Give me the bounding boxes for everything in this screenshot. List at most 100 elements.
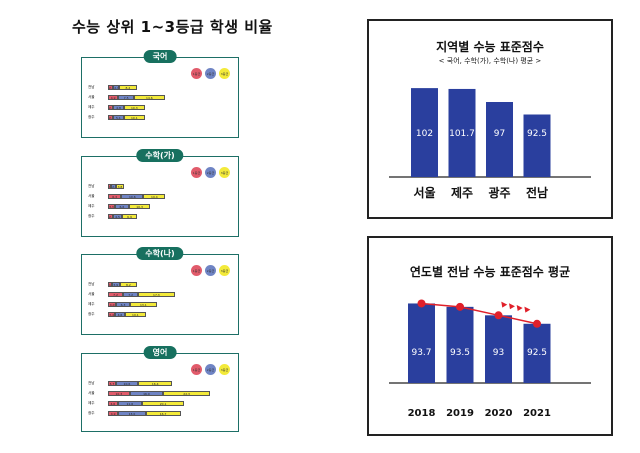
legend-item: 3등급 — [219, 265, 230, 276]
yearly-bar-plot: 93.7 2018 93.5 2019 93 2020 92.5 2021 — [389, 299, 591, 419]
stacked-bar: 2.34.56.9 — [108, 213, 137, 219]
stacked-bar: 4.9 13.0 16.7 — [108, 410, 181, 416]
bar-segment-grade3: 20.1 — [142, 400, 185, 406]
stacked-bar: 6.3 10.6 10.4 — [108, 193, 166, 199]
page-title: 수능 상위 1~3등급 학생 비율 — [72, 18, 273, 36]
bar-segment-grade2: 6.6 — [114, 203, 129, 209]
category-label: 제주 — [451, 186, 473, 200]
bar-segment-grade2: 10.6 — [121, 193, 144, 199]
grade-rows: 전남1.73.98.2서울7.27.217.3제주4.06.313.1광주3.4… — [88, 280, 232, 320]
bar-value-label: 97 — [494, 129, 505, 139]
chart-title: 연도별 전남 수능 표준점수 평균 — [409, 265, 571, 279]
region-row: 광주 2.34.56.9 — [88, 212, 232, 220]
region-row: 서울 4.9 7.5 14.6 — [88, 93, 232, 101]
bar-value-label: 92.5 — [527, 348, 547, 358]
bar-segment-grade3: 10.3 — [123, 104, 146, 110]
bar — [408, 303, 435, 383]
category-label: 2021 — [523, 408, 551, 419]
decline-arrow-icon — [501, 301, 508, 308]
chart-subtitle: < 국어, 수학(가), 수학(나) 평균 > — [438, 57, 542, 65]
legend-item: 2등급 — [205, 364, 216, 375]
bar-segment-grade3: 10.4 — [143, 193, 166, 199]
legend-item: 3등급 — [219, 364, 230, 375]
legend-item: 1등급 — [191, 68, 202, 79]
region-row: 서울 6.3 10.6 10.4 — [88, 192, 232, 200]
category-label: 2020 — [485, 408, 513, 419]
bar-segment-grade3: 10.3 — [128, 203, 151, 209]
decline-arrow-icon — [524, 306, 531, 313]
bar-segment-grade1: 4.0 — [108, 301, 117, 307]
bar-value-label: 93 — [493, 348, 504, 358]
bar-segment-grade3: 10.1 — [124, 311, 146, 317]
decline-arrow-icon — [516, 304, 523, 311]
bar-value-label: 102 — [416, 129, 433, 139]
bar-value-label: 92.5 — [527, 129, 547, 139]
legend-item: 1등급 — [191, 364, 202, 375]
region-row: 광주 3.4 4.6 10.1 — [88, 310, 232, 318]
subject-panel-math-ga: 수학(가)1등급2등급3등급전남1.52.33.8서울6.310.610.4제주… — [81, 149, 239, 237]
stacked-bar: 3.7 10.6 16.4 — [108, 380, 173, 386]
bar — [448, 88, 476, 177]
region-row: 제주 4.6 11.6 20.1 — [88, 399, 232, 407]
bar-segment-grade3: 8.2 — [119, 84, 137, 90]
region-row: 제주 3.3 6.6 10.3 — [88, 202, 232, 210]
bar-segment-grade2: 4.6 — [115, 311, 125, 317]
bar-segment-grade3: 13.1 — [129, 301, 158, 307]
yearly-score-chart: 연도별 전남 수능 표준점수 평균 93.7 2018 93.5 2019 93 2020… — [367, 236, 613, 436]
bar-segment-grade3: 16.7 — [145, 410, 181, 416]
region-label: 서울 — [88, 194, 95, 198]
category-label: 광주 — [488, 185, 510, 200]
region-label: 서울 — [88, 391, 95, 395]
bar-segment-grade1: 4.9 — [108, 410, 119, 416]
bar — [523, 323, 551, 383]
bar-segment-grade1: 2.5 — [108, 84, 114, 90]
region-row: 전남 1.73.98.2 — [88, 280, 232, 288]
bar — [485, 315, 512, 383]
bar-segment-grade2: 4.5 — [112, 213, 123, 219]
region-label: 광주 — [88, 411, 95, 415]
bar-segment-grade1: 2.3 — [108, 213, 113, 219]
stacked-bar: 4.9 7.5 14.6 — [108, 94, 165, 100]
bar-segment-grade3: 17.3 — [138, 291, 175, 297]
legend-item: 3등급 — [219, 68, 230, 79]
region-label: 광주 — [88, 312, 95, 316]
bar-segment-grade1: 7.2 — [108, 291, 124, 297]
bar-segment-grade1: 1.5 — [108, 183, 112, 189]
grade-rows: 전남1.52.33.8 서울 6.310.610.4 제주3.36.610.3 광주 2.… — [88, 182, 232, 222]
region-label: 서울 — [88, 95, 95, 99]
chart-title: 지역별 수능 표준점수 — [436, 40, 544, 54]
bar-segment-grade1: 3.3 — [108, 203, 115, 209]
bar-segment-grade1: 1.7 — [108, 281, 112, 287]
legend-item: 2등급 — [205, 265, 216, 276]
subject-panel-korean: 국어1등급2등급3등급전남2.52.98.2서울4.97.514.6제주2.64… — [81, 50, 239, 138]
bar-segment-grade1: 3.4 — [108, 311, 116, 317]
bar-segment-grade1: 2.4 — [108, 114, 114, 120]
decline-arrow-icon — [508, 303, 515, 310]
grade-legend: 1등급 2등급 3등급 — [191, 364, 230, 375]
bar-segment-grade2: 7.5 — [118, 94, 135, 100]
bar-segment-grade2: 7.2 — [123, 291, 139, 297]
stacked-bar: 4.6 11.6 20.1 — [108, 400, 185, 406]
region-row: 광주 4.9 13.0 16.7 — [88, 409, 232, 417]
stacked-bar: 2.6 4.8 10.3 — [108, 104, 146, 110]
region-row: 서울 10.3 16.0 22.3 — [88, 389, 232, 397]
subject-tag: 영어 — [143, 346, 177, 359]
bar-segment-grade1: 3.7 — [108, 380, 116, 386]
bar — [446, 306, 474, 383]
trend-point — [417, 299, 426, 308]
region-label: 광주 — [88, 214, 95, 218]
region-label: 전남 — [88, 85, 95, 89]
category-label: 2019 — [446, 408, 474, 419]
bar — [411, 88, 438, 177]
subject-panel-english: 영어 1등급 2등급 3등급 전남 3.7 10.6 16.4 서울 10.3 16.0 22.3 제주… — [81, 346, 239, 432]
region-score-chart: 지역별 수능 표준점수 < 국어, 수학(가), 수학(나) 평균 > 102 서… — [367, 19, 613, 219]
category-label: 서울 — [413, 185, 435, 200]
stacked-bar: 1.73.98.2 — [108, 281, 137, 287]
bar-segment-grade1: 10.3 — [108, 390, 130, 396]
region-row: 전남 1.52.33.8 — [88, 182, 232, 190]
trend-point — [456, 302, 464, 311]
bar-segment-grade3: 6.9 — [122, 213, 137, 219]
legend-item: 1등급 — [191, 167, 202, 178]
stacked-bar: 1.52.33.8 — [108, 183, 124, 189]
bar-segment-grade2: 16.0 — [129, 390, 164, 396]
